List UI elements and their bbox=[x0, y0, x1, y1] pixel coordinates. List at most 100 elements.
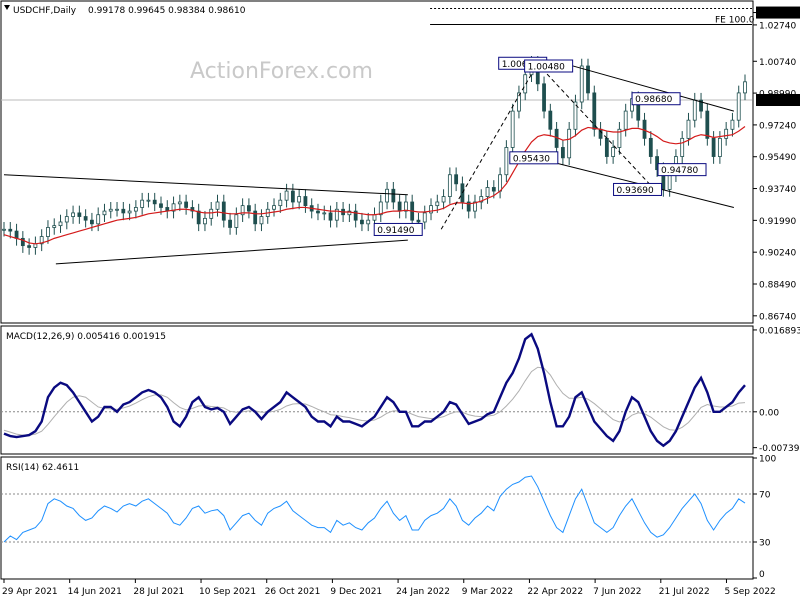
candle-body bbox=[378, 201, 383, 216]
candle-body bbox=[366, 219, 371, 225]
candle-body bbox=[240, 205, 245, 216]
candle-body bbox=[184, 201, 189, 208]
candle-body bbox=[259, 216, 264, 225]
candle-body bbox=[560, 147, 565, 159]
price-axis-label: 1.02740 bbox=[759, 21, 796, 31]
triangle-upper-trendline bbox=[3, 174, 408, 196]
candle-body bbox=[592, 92, 597, 130]
candle-body bbox=[284, 190, 289, 201]
last-price-label: 0.98610 bbox=[759, 97, 796, 107]
candle-body bbox=[83, 216, 88, 221]
candle-body bbox=[360, 219, 364, 225]
candle-body bbox=[64, 216, 69, 223]
rsi-axis-label: 30 bbox=[759, 539, 771, 549]
candle-body bbox=[8, 228, 13, 232]
candle-body bbox=[517, 92, 521, 112]
rsi-title: RSI(14) 62.4611 bbox=[6, 463, 79, 473]
candle-body bbox=[253, 210, 258, 225]
candle-body bbox=[159, 203, 163, 208]
candle-body bbox=[115, 208, 119, 211]
candle-body bbox=[705, 110, 710, 139]
price-axis-label: 0.97240 bbox=[759, 121, 796, 131]
rsi-axis: 100 70 30 0 bbox=[753, 455, 776, 580]
candle-body bbox=[479, 196, 484, 203]
candle-body bbox=[466, 201, 471, 212]
candle-body bbox=[71, 212, 75, 217]
dropdown-triangle-icon bbox=[4, 5, 10, 10]
candle-body bbox=[397, 201, 402, 212]
candle-body bbox=[498, 174, 502, 192]
fe-axis-flag bbox=[756, 6, 800, 19]
candle-body bbox=[39, 236, 44, 245]
candle-body bbox=[473, 201, 477, 212]
candle-body bbox=[303, 196, 308, 207]
candle-body bbox=[133, 207, 138, 212]
candle-body bbox=[190, 207, 195, 212]
time-axis: 29 Apr 2021 14 Jun 2021 28 Jul 2021 10 Sep … bbox=[2, 579, 776, 597]
candle-body bbox=[403, 201, 408, 212]
price-axis-label: 0.91990 bbox=[759, 217, 796, 227]
candle-body bbox=[711, 137, 716, 157]
candle-body bbox=[20, 237, 25, 247]
macd-panel bbox=[0, 325, 754, 455]
candle-body bbox=[46, 227, 50, 237]
candle-body bbox=[454, 174, 459, 185]
candle-body bbox=[316, 210, 320, 214]
candle-body bbox=[146, 199, 151, 202]
candle-body bbox=[234, 214, 239, 228]
channel-upper-trendline bbox=[552, 59, 735, 112]
fib-projection-leg-2 bbox=[537, 63, 657, 192]
candle-body bbox=[152, 199, 157, 205]
candle-body bbox=[692, 99, 697, 121]
candle-body bbox=[334, 208, 339, 221]
candle-body bbox=[510, 110, 515, 148]
time-axis-label: 28 Jul 2021 bbox=[133, 587, 184, 597]
candle-body bbox=[2, 228, 6, 231]
candle-body bbox=[416, 219, 421, 223]
rsi-axis-label: 100 bbox=[759, 455, 776, 465]
candle-body bbox=[102, 210, 107, 216]
candle-body bbox=[297, 196, 302, 203]
time-axis-label: 7 Jun 2022 bbox=[593, 587, 641, 597]
macd-axis-label: 0.016893 bbox=[759, 326, 800, 336]
rsi-panel bbox=[0, 456, 754, 580]
macd-axis-label: 0.00 bbox=[759, 408, 779, 418]
candle-body bbox=[567, 128, 572, 159]
candle-body bbox=[724, 128, 729, 139]
candle-body bbox=[347, 210, 352, 216]
candle-body bbox=[290, 190, 295, 203]
time-axis-label: 9 Mar 2022 bbox=[462, 587, 513, 597]
rsi-axis-label: 0 bbox=[759, 570, 765, 580]
time-axis-label: 24 Jan 2022 bbox=[396, 587, 450, 597]
candle-body bbox=[441, 196, 446, 203]
time-axis-label: 22 Apr 2022 bbox=[527, 587, 583, 597]
macd-title: MACD(12,26,9) 0.005416 0.001915 bbox=[6, 332, 166, 342]
watermark: ActionForex.com bbox=[190, 59, 373, 84]
candle-body bbox=[209, 208, 214, 219]
candle-body bbox=[196, 210, 201, 225]
candle-body bbox=[385, 188, 389, 203]
candle-body bbox=[648, 137, 653, 157]
rsi-line bbox=[3, 475, 746, 543]
fe-label: FE 100.0 bbox=[715, 16, 755, 26]
candle-body bbox=[52, 225, 57, 228]
candle-body bbox=[686, 119, 691, 139]
level-label-text: 0.91490 bbox=[377, 226, 414, 236]
chart-header: USDCHF,Daily 0.99178 0.99645 0.98384 0.9… bbox=[4, 5, 246, 16]
candle-body bbox=[372, 214, 377, 221]
triangle-lower-trendline bbox=[55, 239, 408, 265]
candle-body bbox=[90, 219, 94, 225]
candle-body bbox=[108, 208, 113, 212]
candle-body bbox=[228, 219, 232, 228]
candle-body bbox=[730, 119, 735, 130]
candle-body bbox=[491, 187, 496, 192]
candle-body bbox=[611, 147, 616, 157]
level-label-text: 1.00480 bbox=[528, 63, 565, 73]
time-axis-label: 9 Dec 2021 bbox=[330, 587, 382, 597]
candle-body bbox=[617, 128, 622, 148]
symbol-label: USDCHF,Daily bbox=[13, 6, 77, 16]
time-axis-label: 10 Sep 2021 bbox=[199, 587, 256, 597]
candle-body bbox=[353, 210, 358, 221]
macd-line bbox=[3, 332, 746, 448]
